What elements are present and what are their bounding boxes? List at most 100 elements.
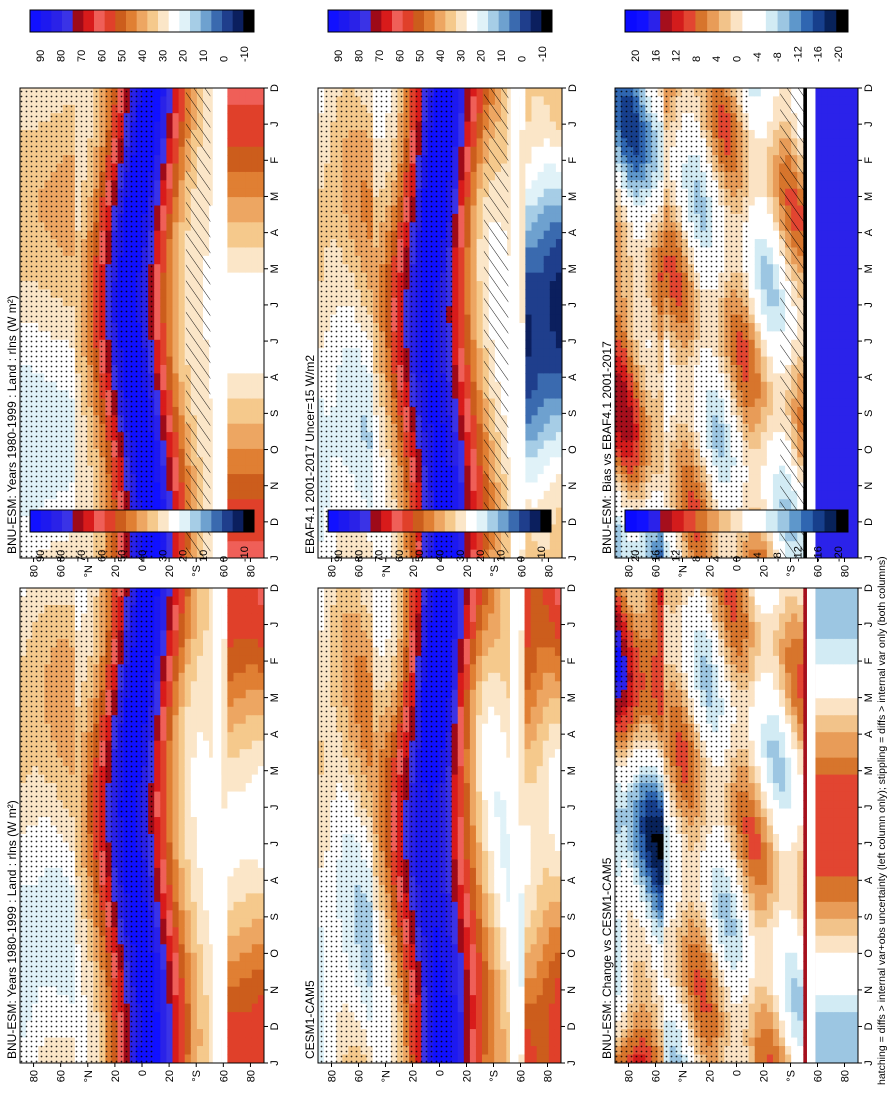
heatmap-cell [227,851,234,860]
heatmap-cell [240,122,247,131]
heatmap-cell [185,927,192,936]
heatmap-cell [173,415,180,424]
heatmap-cell [227,441,234,450]
heatmap-cell [203,622,210,631]
heatmap-cell [252,1038,259,1047]
heatmap-cell [227,639,234,648]
heatmap-cell [227,664,234,673]
heatmap-cell [160,1055,167,1064]
heatmap-cell [160,817,167,826]
heatmap-cell [234,256,241,265]
heatmap-cell [252,197,259,206]
heatmap-cell [160,902,167,911]
heatmap-cell [252,809,259,818]
heatmap-cell [252,834,259,843]
heatmap-cell [173,961,180,970]
heatmap-cell [173,365,180,374]
heatmap-cell [227,373,234,382]
heatmap-cell [240,919,247,928]
heatmap-cell [185,978,192,987]
heatmap-cell [191,919,198,928]
heatmap-cell [154,902,161,911]
heatmap-cell [252,605,259,614]
heatmap-cell [197,622,204,631]
heatmap-cell [246,189,253,198]
heatmap-cell [179,457,186,466]
heatmap-cell [160,944,167,953]
heatmap-cell [221,1055,228,1064]
heatmap-cell [203,664,210,673]
heatmap-cell [173,910,180,919]
heatmap-cell [197,826,204,835]
heatmap-cell [173,732,180,741]
heatmap-cell [154,273,161,282]
heatmap-cell [173,1012,180,1021]
heatmap-cell [227,466,234,475]
heatmap-cell [234,809,241,818]
month-tick-label: J [269,1060,281,1066]
heatmap-cell [227,457,234,466]
heatmap-cell [185,987,192,996]
heatmap-cell [252,357,259,366]
heatmap-cell [246,834,253,843]
month-tick-label: M [269,264,281,273]
heatmap-cell [221,885,228,894]
heatmap-cell [221,783,228,792]
heatmap-cell [166,817,173,826]
heatmap-cell [154,732,161,741]
heatmap-cell [197,664,204,673]
heatmap-cell [160,399,167,408]
heatmap-cell [154,715,161,724]
heatmap-cell [227,482,234,491]
heatmap-cell [166,441,173,450]
heatmap-cell [179,1004,186,1013]
heatmap-cell [173,432,180,441]
heatmap-cell [240,970,247,979]
heatmap-cell [160,630,167,639]
heatmap-cell [154,88,161,97]
heatmap-cell [154,122,161,131]
heatmap-cell [252,978,259,987]
heatmap-cell [203,1012,210,1021]
heatmap-cell [179,122,186,131]
heatmap-cell [197,749,204,758]
heatmap-cell [185,809,192,818]
heatmap-cell [227,331,234,340]
heatmap-cell [227,365,234,374]
heatmap-cell [234,331,241,340]
heatmap-cell [240,817,247,826]
heatmap-cell [154,206,161,215]
heatmap-cell [234,323,241,332]
heatmap-cell [191,588,198,597]
heatmap-cell [234,1046,241,1055]
heatmap-cell [166,859,173,868]
heatmap-cell [166,164,173,173]
heatmap-cell [234,826,241,835]
heatmap-cell [173,390,180,399]
heatmap-cell [221,407,228,416]
heatmap-cell [166,357,173,366]
heatmap-cell [203,630,210,639]
heatmap-cell [246,449,253,458]
month-tick-label: M [269,192,281,201]
heatmap-cell [179,105,186,114]
heatmap-cell [227,647,234,656]
heatmap-cell [234,859,241,868]
heatmap-cell [246,741,253,750]
heatmap-cell [166,348,173,357]
heatmap-cell [203,724,210,733]
heatmap-cell [154,172,161,181]
heatmap-cell [227,919,234,928]
heatmap-cell [252,919,259,928]
heatmap-cell [154,407,161,416]
heatmap-cell [234,936,241,945]
heatmap-cell [191,800,198,809]
heatmap-cell [160,741,167,750]
heatmap-cell [234,373,241,382]
month-tick-label: O [269,949,281,958]
heatmap-cell [173,206,180,215]
heatmap-cell [154,961,161,970]
heatmap-field [20,588,265,1064]
lat-tick-label: 80 [29,1070,41,1082]
